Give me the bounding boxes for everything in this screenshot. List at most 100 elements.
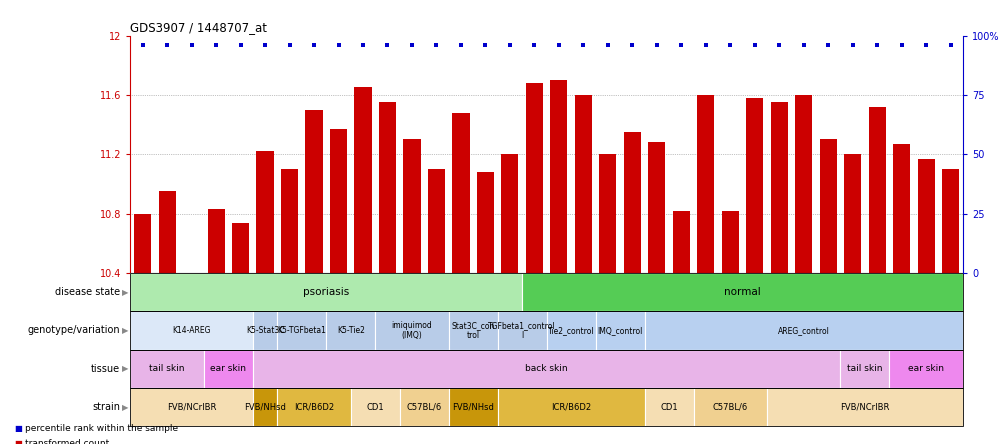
Text: FVB/NCrIBR: FVB/NCrIBR <box>840 403 889 412</box>
Bar <box>574 95 591 273</box>
Bar <box>375 311 448 349</box>
Text: ICR/B6D2: ICR/B6D2 <box>550 403 590 412</box>
Bar <box>403 139 420 273</box>
Bar <box>623 132 640 273</box>
Bar <box>134 214 151 273</box>
Bar <box>452 113 469 273</box>
Bar <box>501 154 518 273</box>
Bar <box>497 388 644 426</box>
Text: CD1: CD1 <box>366 403 384 412</box>
Text: Tie2_control: Tie2_control <box>547 326 594 335</box>
Bar <box>277 311 326 349</box>
Bar <box>130 273 962 311</box>
Bar <box>844 154 861 273</box>
Bar <box>868 107 885 273</box>
Bar <box>819 139 836 273</box>
Text: psoriasis: psoriasis <box>303 287 349 297</box>
Text: tail skin: tail skin <box>847 364 882 373</box>
Text: genotype/variation: genotype/variation <box>28 325 120 336</box>
Bar <box>330 129 347 273</box>
Bar <box>354 87 371 273</box>
Text: transformed count: transformed count <box>25 439 109 444</box>
Bar <box>130 311 253 349</box>
Bar <box>448 388 497 426</box>
Text: K5-Stat3C: K5-Stat3C <box>245 326 284 335</box>
Text: normal: normal <box>723 287 761 297</box>
Bar <box>130 311 962 349</box>
Bar <box>721 210 738 273</box>
Bar <box>231 222 248 273</box>
Text: percentile rank within the sample: percentile rank within the sample <box>25 424 178 433</box>
Bar <box>130 349 962 388</box>
Text: TGFbeta1_control
l: TGFbeta1_control l <box>488 321 555 340</box>
Text: CD1: CD1 <box>659 403 677 412</box>
Bar <box>644 388 692 426</box>
Text: AREG_control: AREG_control <box>777 326 829 335</box>
Text: ▶: ▶ <box>122 288 128 297</box>
Bar <box>595 311 644 349</box>
Bar <box>130 273 522 311</box>
Bar <box>550 80 567 273</box>
Bar <box>546 311 595 349</box>
Bar <box>767 388 962 426</box>
Text: K5-TGFbeta1: K5-TGFbeta1 <box>278 326 326 335</box>
Bar <box>277 388 351 426</box>
Text: IMQ_control: IMQ_control <box>597 326 642 335</box>
Bar <box>428 169 445 273</box>
Text: ■: ■ <box>14 439 22 444</box>
Text: imiquimod
(IMQ): imiquimod (IMQ) <box>391 321 432 340</box>
Text: K5-Tie2: K5-Tie2 <box>337 326 365 335</box>
Text: K14-AREG: K14-AREG <box>172 326 210 335</box>
Bar <box>692 388 767 426</box>
Bar <box>306 110 323 273</box>
Bar <box>448 311 497 349</box>
Bar <box>207 209 224 273</box>
Bar <box>253 388 277 426</box>
Bar <box>892 144 910 273</box>
Bar <box>917 159 934 273</box>
Text: strain: strain <box>92 402 120 412</box>
Text: FVB/NHsd: FVB/NHsd <box>243 403 286 412</box>
Text: C57BL/6: C57BL/6 <box>712 403 747 412</box>
Text: disease state: disease state <box>55 287 120 297</box>
Bar <box>476 172 494 273</box>
Text: ▶: ▶ <box>122 403 128 412</box>
Text: FVB/NHsd: FVB/NHsd <box>452 403 494 412</box>
Bar <box>795 95 812 273</box>
Text: FVB/NCrIBR: FVB/NCrIBR <box>166 403 216 412</box>
Bar <box>253 311 277 349</box>
Bar <box>644 311 962 349</box>
Text: back skin: back skin <box>525 364 567 373</box>
Bar <box>522 273 962 311</box>
Bar <box>672 210 689 273</box>
Bar <box>840 349 889 388</box>
Bar <box>326 311 375 349</box>
Bar <box>745 98 763 273</box>
Text: C57BL/6: C57BL/6 <box>406 403 442 412</box>
Bar <box>281 169 298 273</box>
Bar <box>351 388 400 426</box>
Text: ear skin: ear skin <box>907 364 943 373</box>
Text: ▶: ▶ <box>122 326 128 335</box>
Bar <box>158 191 175 273</box>
Bar <box>770 102 787 273</box>
Text: ▶: ▶ <box>122 364 128 373</box>
Text: ■: ■ <box>14 424 22 433</box>
Text: tissue: tissue <box>91 364 120 374</box>
Bar <box>889 349 962 388</box>
Text: ear skin: ear skin <box>210 364 246 373</box>
Bar <box>257 151 274 273</box>
Bar <box>497 311 546 349</box>
Bar <box>525 83 542 273</box>
Bar <box>647 143 664 273</box>
Bar <box>253 349 840 388</box>
Bar <box>130 349 203 388</box>
Bar <box>941 169 958 273</box>
Text: GDS3907 / 1448707_at: GDS3907 / 1448707_at <box>130 21 268 34</box>
Bar <box>130 388 253 426</box>
Text: tail skin: tail skin <box>149 364 184 373</box>
Bar <box>400 388 448 426</box>
Bar <box>598 154 616 273</box>
Bar <box>696 95 713 273</box>
Text: ICR/B6D2: ICR/B6D2 <box>294 403 334 412</box>
